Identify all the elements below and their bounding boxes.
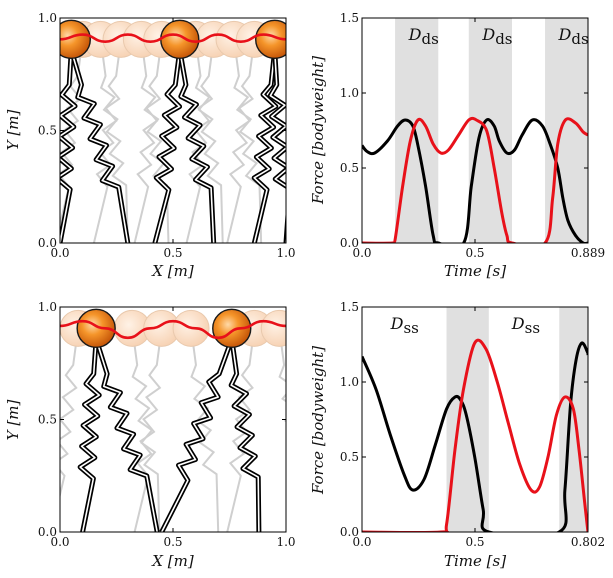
ghost-leg: [194, 39, 224, 243]
phase-label: Dds: [408, 25, 439, 48]
body-mass: [160, 19, 200, 60]
ghost-leg: [131, 328, 161, 532]
ghost-body: [260, 309, 286, 347]
force-top-plot: Dds Dds Dds: [362, 18, 589, 243]
sim-bottom-ytick-label: 1.0: [38, 300, 57, 314]
ghost-leg: [133, 328, 163, 532]
force-top-xlabel: Time [s]: [444, 262, 506, 280]
sim-top-clipped: [60, 19, 286, 243]
sim-bottom-ytick-label: 0.5: [38, 413, 57, 427]
phase-label: Dds: [481, 25, 512, 48]
sim-bottom-plot: [60, 308, 286, 532]
phase-shade: [468, 18, 512, 243]
sim-bottom-xtick-label: 1.0: [276, 535, 295, 549]
force-series-red: [362, 338, 588, 532]
ghost-leg: [60, 328, 80, 499]
ghost-leg: [99, 39, 129, 243]
ghost-leg: [278, 328, 286, 423]
phase-label: Dss: [390, 314, 419, 337]
sim-top-xtick-label: 0.0: [50, 246, 69, 260]
sim-bottom-clipped: [60, 308, 286, 532]
panel-sim-bottom: 0.0 0.5 1.0 0.0 0.5 1.0 X [m] Y [m]: [4, 300, 296, 570]
force-bottom-ytick-label: 0.5: [340, 450, 359, 464]
ghost-leg: [226, 39, 256, 243]
sim-bottom-xlabel: X [m]: [151, 552, 194, 570]
force-top-ytick-label: 1.5: [340, 11, 359, 25]
force-top-xtick-label: 0.889: [571, 246, 605, 260]
force-bottom-ytick-label: 1.0: [340, 375, 359, 389]
sim-bottom-xtick-label: 0.0: [50, 535, 69, 549]
leg-inner: [230, 339, 260, 532]
force-top-ytick-label: 1.0: [340, 86, 359, 100]
sim-top-xtick-label: 0.5: [163, 246, 182, 260]
force-bottom-ytick-label: 1.5: [340, 300, 359, 314]
sim-top-ylabel: Y [m]: [4, 110, 22, 151]
sim-top-ticks: 0.0 0.5 1.0 0.0 0.5 1.0: [38, 11, 296, 260]
sim-top-xtick-label: 1.0: [276, 246, 295, 260]
leg-inner: [154, 50, 181, 243]
body-mass: [255, 19, 286, 60]
panel-sim-top: 0.0 0.5 1.0 0.0 0.5 1.0 X [m] Y [m]: [4, 11, 296, 280]
leg-inner: [70, 49, 129, 243]
ghost-leg: [140, 39, 170, 243]
ghost-leg: [226, 328, 256, 532]
force-bottom-plot: Dss Dss: [362, 307, 588, 532]
panel-force-top: Dds Dds Dds 0.0 0.5 0.889 0.0 0.5 1.0 1.5 Time […: [309, 11, 605, 280]
force-top-xtick-label: 0.0: [352, 246, 371, 260]
body-mass: [76, 308, 116, 349]
leg-inner: [160, 338, 233, 532]
phase-label: Dss: [511, 314, 540, 337]
force-top-clipped: Dds Dds Dds: [362, 18, 589, 243]
phase-shade: [395, 18, 439, 243]
body-mass: [60, 19, 91, 60]
force-top-xtick-label: 0.5: [465, 246, 484, 260]
force-bottom-clipped: Dss Dss: [362, 307, 588, 532]
leg-inner: [253, 50, 277, 243]
force-series-red: [362, 116, 588, 243]
ghost-leg: [233, 39, 263, 243]
com-trajectory: [60, 33, 286, 43]
leg-outline: [77, 338, 102, 532]
force-top-ylabel: Force [bodyweight]: [309, 56, 327, 205]
force-top-ytick-label: 0.0: [340, 236, 359, 250]
sim-top-ytick-label: 1.0: [38, 11, 57, 25]
force-bottom-xlabel: Time [s]: [444, 552, 506, 570]
force-bottom-ylabel: Force [bodyweight]: [309, 346, 327, 495]
force-bottom-xtick-label: 0.802: [571, 535, 605, 549]
leg-inner: [60, 50, 76, 243]
leg-inner: [95, 338, 158, 532]
com-trajectory: [60, 319, 286, 340]
force-top-ticks: 0.0 0.5 0.889 0.0 0.5 1.0 1.5: [340, 11, 605, 260]
force-top-ytick-label: 0.5: [340, 161, 359, 175]
sim-bottom-ylabel: Y [m]: [4, 400, 22, 441]
phase-label: Dds: [558, 25, 589, 48]
leg-inner: [269, 50, 286, 243]
sim-top-ytick-label: 0.5: [38, 124, 57, 138]
sim-bottom-ytick-label: 0.0: [38, 525, 57, 539]
force-series-black: [362, 118, 588, 243]
force-bottom-xtick-label: 0.5: [465, 535, 484, 549]
ghost-leg: [92, 39, 123, 243]
force-bottom-ytick-label: 0.0: [340, 525, 359, 539]
leg-inner: [178, 49, 215, 243]
sim-top-ytick-label: 0.0: [38, 236, 57, 250]
force-bottom-xtick-label: 0.0: [352, 535, 371, 549]
sim-bottom-xtick-label: 0.5: [163, 535, 182, 549]
leg-inner: [79, 339, 101, 532]
force-bottom-ticks: 0.0 0.5 0.802 0.0 0.5 1.0 1.5: [340, 300, 605, 549]
sim-top-xlabel: X [m]: [151, 262, 194, 280]
sim-bottom-ticks: 0.0 0.5 1.0 0.0 0.5 1.0: [38, 300, 296, 549]
sim-top-plot: [60, 19, 286, 243]
force-series-black: [362, 341, 588, 532]
leg-outline: [251, 49, 279, 243]
ghost-leg: [133, 39, 163, 243]
